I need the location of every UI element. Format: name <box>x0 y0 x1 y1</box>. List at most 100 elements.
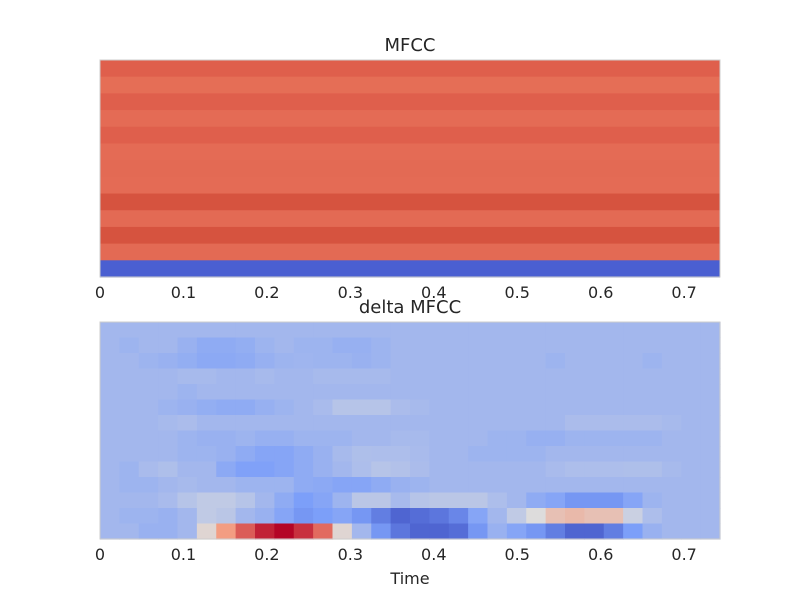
delta-mfcc-cell <box>371 430 392 447</box>
delta-mfcc-cell <box>584 399 605 416</box>
delta-mfcc-cell <box>313 399 334 416</box>
delta-mfcc-cell <box>390 368 411 385</box>
delta-mfcc-cell <box>642 399 663 416</box>
delta-mfcc-cell <box>119 508 140 525</box>
delta-mfcc-cell <box>158 337 179 354</box>
mfcc-cell <box>100 160 720 178</box>
delta-mfcc-cell <box>448 415 469 432</box>
delta-mfcc-cell <box>681 337 702 354</box>
delta-mfcc-cell <box>138 353 159 370</box>
delta-mfcc-cell <box>448 477 469 494</box>
delta-mfcc-cell <box>274 523 295 540</box>
delta-mfcc-cell <box>429 368 450 385</box>
delta-mfcc-cell <box>255 368 275 385</box>
delta-mfcc-cell <box>255 492 275 509</box>
delta-mfcc-cell <box>642 461 663 478</box>
delta-mfcc-cell <box>487 399 508 416</box>
delta-mfcc-xtick-label: 0.1 <box>171 545 196 562</box>
delta-mfcc-cell <box>274 430 295 447</box>
delta-mfcc-cell <box>661 415 682 432</box>
delta-mfcc-xtick-label: 0.2 <box>254 545 279 562</box>
delta-mfcc-cell <box>274 508 295 525</box>
delta-mfcc-cell <box>623 337 644 354</box>
delta-mfcc-cell <box>526 508 547 525</box>
delta-mfcc-cell <box>429 415 450 432</box>
delta-mfcc-cell <box>623 508 644 525</box>
mfcc-cell <box>100 176 720 195</box>
delta-mfcc-cell <box>700 461 721 478</box>
delta-mfcc-cell <box>371 461 392 478</box>
delta-mfcc-cell <box>584 461 605 478</box>
delta-mfcc-cell <box>681 384 702 401</box>
delta-mfcc-cell <box>177 492 198 509</box>
delta-mfcc-cell <box>700 477 721 494</box>
delta-mfcc-cell <box>623 384 644 401</box>
delta-mfcc-cell <box>584 430 605 447</box>
delta-mfcc-cell <box>371 337 392 354</box>
delta-mfcc-cell <box>506 322 527 339</box>
delta-mfcc-cell <box>468 322 489 339</box>
delta-mfcc-cell <box>196 384 217 401</box>
delta-mfcc-xtick-label: 0 <box>95 545 105 562</box>
delta-mfcc-cell <box>468 430 489 447</box>
delta-mfcc-cell <box>390 477 411 494</box>
delta-mfcc-cell <box>700 399 721 416</box>
delta-mfcc-heatmap: 0 0.1 0.2 0.3 0.4 0.5 0.6 0.7 <box>95 321 721 562</box>
delta-mfcc-cell <box>196 399 217 416</box>
delta-mfcc-cell <box>293 368 314 385</box>
delta-mfcc-cell <box>584 508 605 525</box>
delta-mfcc-cell <box>332 384 353 401</box>
delta-mfcc-cell <box>293 461 314 478</box>
delta-mfcc-cell <box>274 399 295 416</box>
delta-mfcc-cell <box>371 399 392 416</box>
delta-mfcc-cell <box>138 368 159 385</box>
delta-mfcc-cell <box>235 477 256 494</box>
delta-mfcc-cell <box>429 446 450 463</box>
delta-mfcc-cell <box>177 399 198 416</box>
delta-mfcc-cell <box>196 446 217 463</box>
mfcc-cell <box>100 60 720 78</box>
delta-mfcc-cell <box>216 446 237 463</box>
delta-mfcc-cell <box>623 353 644 370</box>
delta-mfcc-cell <box>216 415 237 432</box>
delta-mfcc-cell <box>661 430 682 447</box>
delta-mfcc-cell <box>138 399 159 416</box>
delta-mfcc-cell <box>100 492 120 509</box>
delta-mfcc-cell <box>332 523 353 540</box>
delta-mfcc-cell <box>235 430 256 447</box>
delta-mfcc-cell <box>448 368 469 385</box>
mfcc-cell <box>100 110 720 128</box>
delta-mfcc-cell <box>526 399 547 416</box>
delta-mfcc-cell <box>196 353 217 370</box>
delta-mfcc-cell <box>255 399 275 416</box>
delta-mfcc-cell <box>235 508 256 525</box>
delta-mfcc-cell <box>506 508 527 525</box>
delta-mfcc-cell <box>177 368 198 385</box>
delta-mfcc-cell <box>700 322 721 339</box>
delta-mfcc-cell <box>351 461 372 478</box>
delta-mfcc-cell <box>293 399 314 416</box>
delta-mfcc-cell <box>700 430 721 447</box>
delta-mfcc-cell <box>293 492 314 509</box>
delta-mfcc-cell <box>526 384 547 401</box>
delta-mfcc-cell <box>235 322 256 339</box>
delta-mfcc-cell <box>177 337 198 354</box>
delta-mfcc-cell <box>487 446 508 463</box>
delta-mfcc-cell <box>603 415 624 432</box>
delta-mfcc-cell <box>216 399 237 416</box>
delta-mfcc-cell <box>293 477 314 494</box>
delta-mfcc-cell <box>177 322 198 339</box>
delta-mfcc-cell <box>468 523 489 540</box>
delta-mfcc-cell <box>332 477 353 494</box>
delta-mfcc-cell <box>584 322 605 339</box>
delta-mfcc-cell <box>332 430 353 447</box>
delta-mfcc-cell <box>603 399 624 416</box>
delta-mfcc-cell <box>448 492 469 509</box>
delta-mfcc-cell <box>584 415 605 432</box>
delta-mfcc-cell <box>603 477 624 494</box>
delta-mfcc-cell <box>158 430 179 447</box>
delta-mfcc-cell <box>429 523 450 540</box>
delta-mfcc-cell <box>545 430 566 447</box>
delta-mfcc-cell <box>623 523 644 540</box>
delta-mfcc-cell <box>196 368 217 385</box>
